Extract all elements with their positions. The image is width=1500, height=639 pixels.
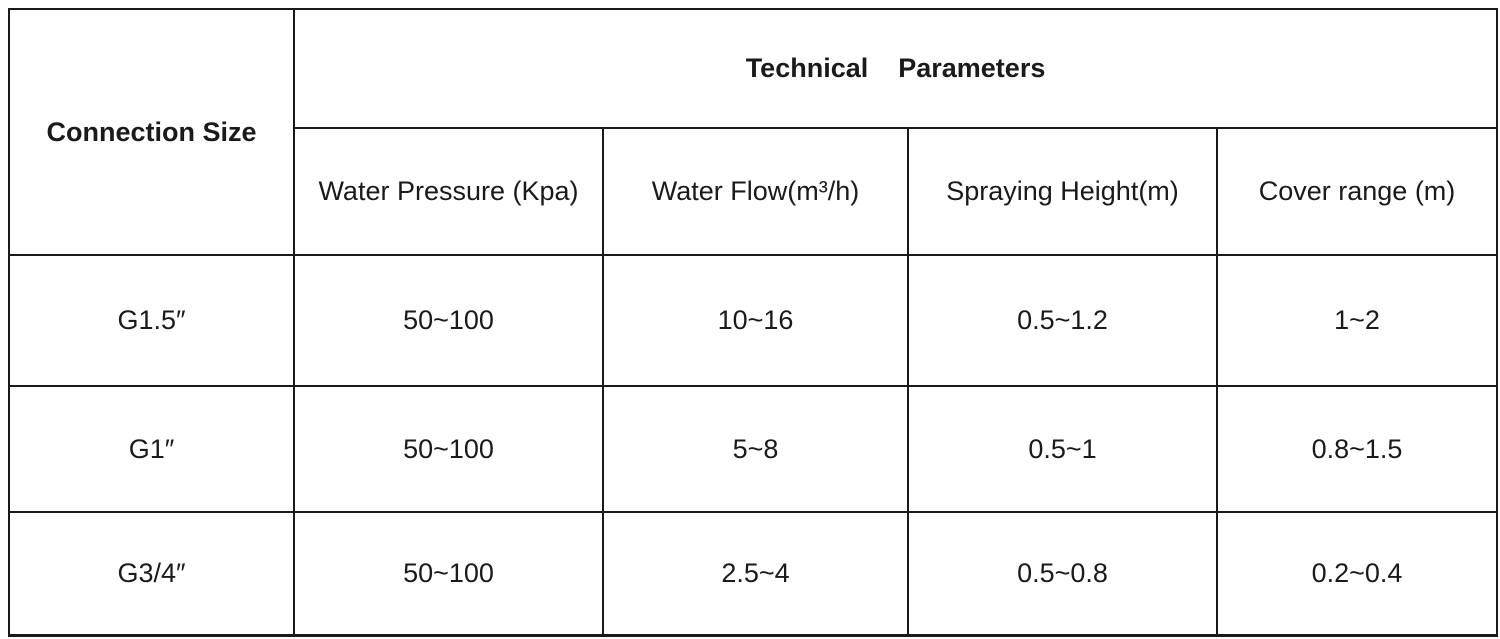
table-cell: 0.2~0.4 xyxy=(1215,511,1499,636)
table-cell: 2.5~4 xyxy=(602,511,909,636)
cell-connection-size: G1.5″ xyxy=(8,254,295,387)
header-technical-parameters: Technical Parameters xyxy=(292,8,1499,129)
table-cell: 50~100 xyxy=(293,254,604,387)
table-row: G3/4″ 50~100 2.5~4 0.5~0.8 0.2~0.4 xyxy=(8,511,1499,636)
cell-connection-size: G3/4″ xyxy=(8,511,295,636)
table-cell: 0.5~0.8 xyxy=(907,511,1218,636)
header-row-sub: Water Pressure (Kpa) Water Flow(m³/h) Sp… xyxy=(9,127,1499,256)
table-cell: 0.5~1 xyxy=(907,385,1218,513)
subheader-water-pressure: Water Pressure (Kpa) xyxy=(293,127,604,256)
header-row-group: Connection Size Technical Parameters xyxy=(8,8,1499,256)
table-cell: 50~100 xyxy=(293,511,604,636)
technical-parameters-table: Connection Size Technical Parameters Wat… xyxy=(8,8,1499,637)
subheader-water-flow: Water Flow(m³/h) xyxy=(602,127,909,256)
table-cell: 0.8~1.5 xyxy=(1215,385,1499,513)
table-row: G1.5″ 50~100 10~16 0.5~1.2 1~2 xyxy=(8,254,1499,387)
table-cell: 50~100 xyxy=(293,385,604,513)
header-connection-size: Connection Size xyxy=(8,8,295,256)
table-cell: 0.5~1.2 xyxy=(907,254,1218,387)
table-cell: 1~2 xyxy=(1215,254,1499,387)
subheader-cover-range: Cover range (m) xyxy=(1215,127,1499,256)
table-cell: 10~16 xyxy=(602,254,909,387)
table-row: G1″ 50~100 5~8 0.5~1 0.8~1.5 xyxy=(8,385,1499,513)
cell-connection-size: G1″ xyxy=(8,385,295,513)
subheader-spraying-height: Spraying Height(m) xyxy=(907,127,1218,256)
table-cell: 5~8 xyxy=(602,385,909,513)
